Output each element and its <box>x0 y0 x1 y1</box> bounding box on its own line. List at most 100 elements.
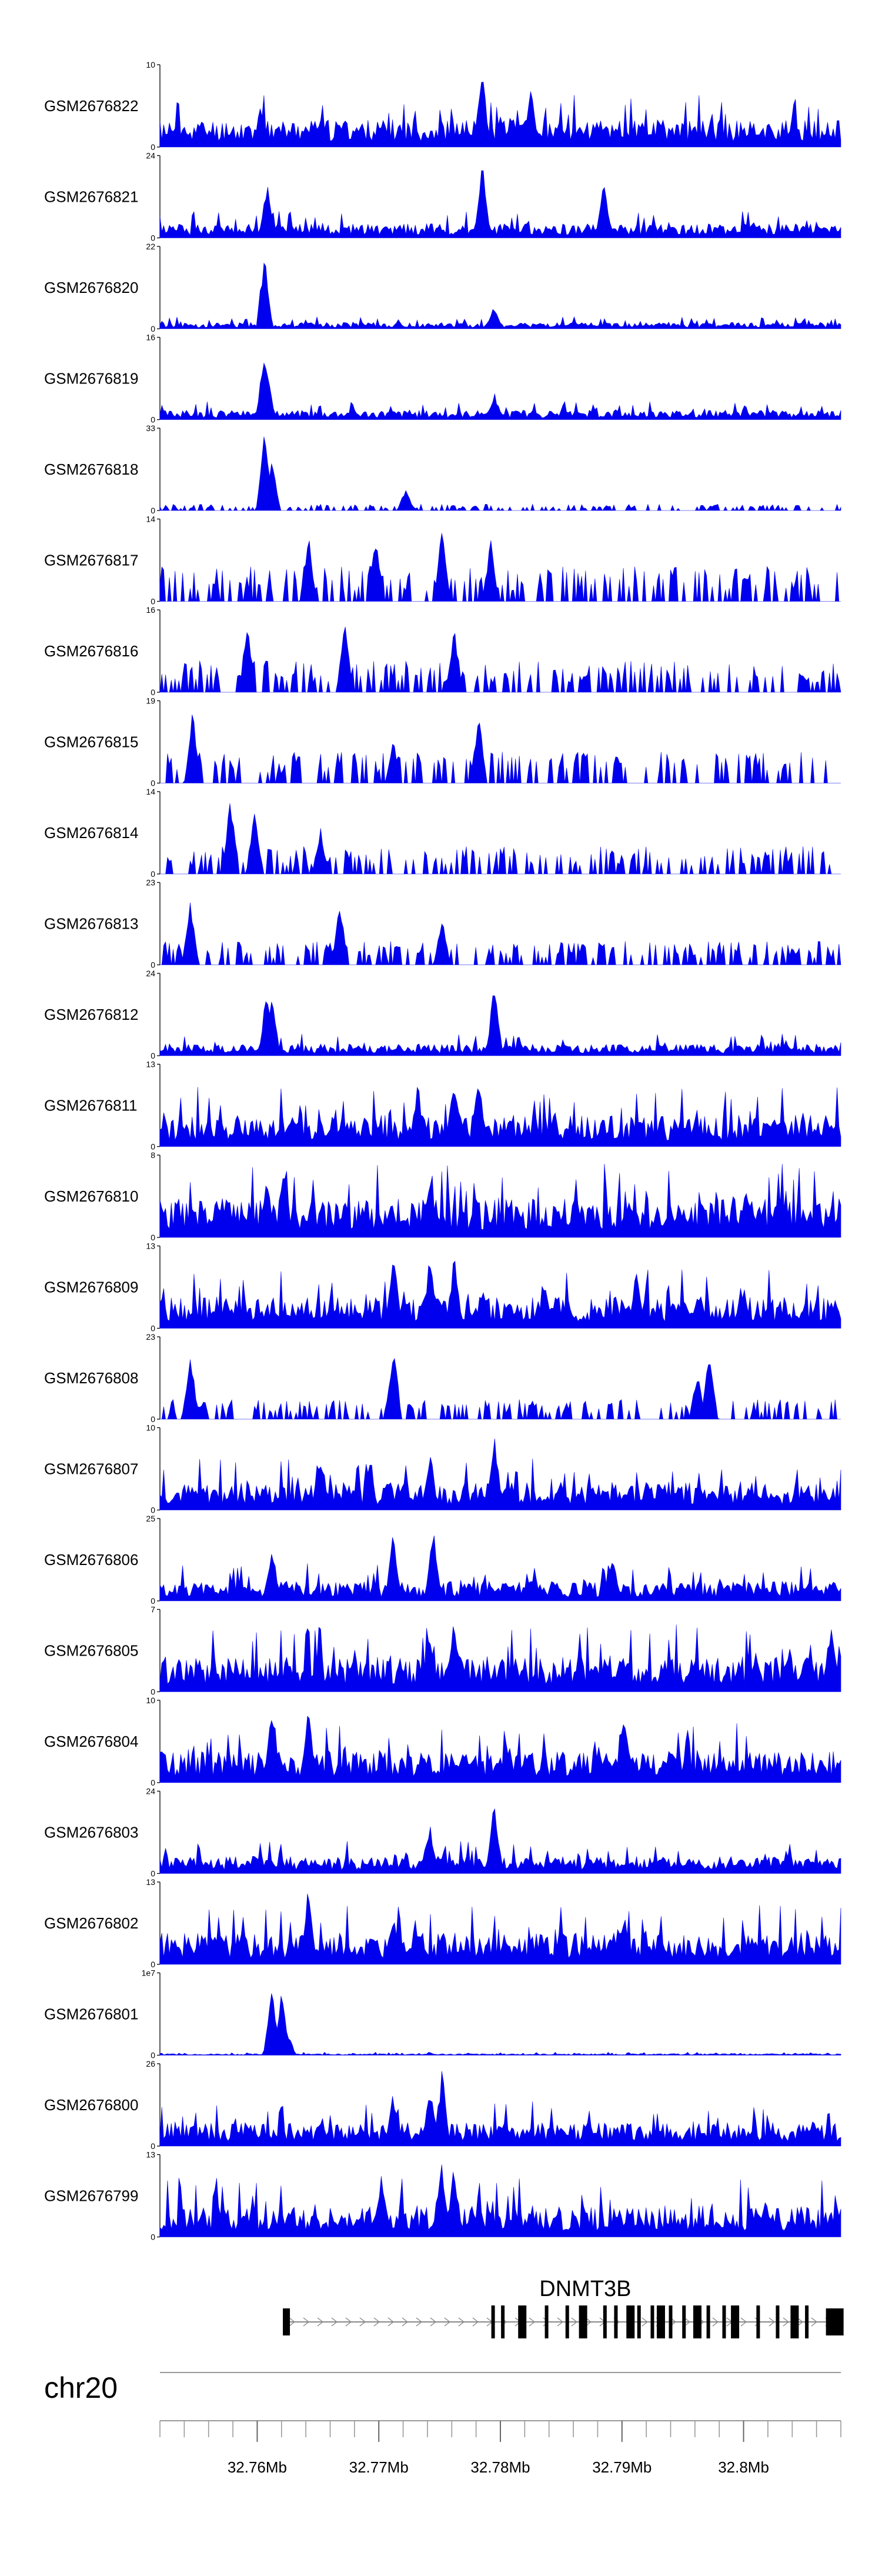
exon <box>283 2308 290 2335</box>
exon <box>826 2308 844 2335</box>
exon <box>756 2305 760 2338</box>
coverage-area <box>159 1439 841 1510</box>
track-label: GSM2676809 <box>44 1279 138 1296</box>
y-min-label: 0 <box>151 1687 155 1697</box>
exon <box>650 2305 654 2338</box>
y-min-label: 0 <box>151 233 155 243</box>
track-label: GSM2676799 <box>44 2187 138 2205</box>
y-min-label: 0 <box>151 1142 155 1152</box>
track-label: GSM2676818 <box>44 461 138 478</box>
y-max-label: 25 <box>146 1514 155 1523</box>
strand-arrow <box>416 2317 423 2327</box>
strand-arrow <box>740 2317 747 2327</box>
track-GSM2676818: GSM2676818 33 0 <box>44 423 841 515</box>
exon <box>722 2305 726 2338</box>
coverage-area <box>159 995 841 1056</box>
y-max-label: 33 <box>146 423 155 433</box>
track-label: GSM2676802 <box>44 1914 138 1932</box>
coverage-area <box>159 262 841 329</box>
strand-arrow <box>458 2317 465 2327</box>
y-min-label: 0 <box>151 869 155 879</box>
track-label: GSM2676822 <box>44 97 138 115</box>
coverage-area <box>160 902 841 966</box>
y-min-label: 0 <box>151 597 155 606</box>
exon <box>790 2305 799 2338</box>
coverage-area <box>159 533 841 602</box>
track-GSM2676808: GSM2676808 23 0 <box>44 1332 841 1424</box>
y-max-label: 22 <box>146 242 155 251</box>
track-GSM2676820: GSM2676820 22 0 <box>44 242 841 333</box>
coverage-area <box>159 436 841 511</box>
strand-arrow <box>345 2317 352 2327</box>
strand-arrow <box>642 2317 649 2327</box>
track-GSM2676819: GSM2676819 16 0 <box>44 333 841 425</box>
track-label: GSM2676819 <box>44 370 138 388</box>
strand-arrow <box>472 2317 479 2327</box>
strand-arrow <box>430 2317 437 2327</box>
y-max-label: 10 <box>146 1696 155 1705</box>
coverage-area <box>159 1086 841 1147</box>
coverage-area <box>160 715 841 783</box>
y-min-label: 0 <box>151 415 155 425</box>
strand-arrow <box>769 2317 776 2327</box>
coverage-tracks: GSM2676822100GSM2676821240GSM2676820220G… <box>44 60 841 2242</box>
exon <box>682 2305 686 2338</box>
track-label: GSM2676806 <box>44 1551 138 1569</box>
coverage-area <box>159 1716 841 1783</box>
y-min-label: 0 <box>151 1960 155 1969</box>
track-GSM2676803: GSM2676803 24 0 <box>44 1787 841 1878</box>
track-label: GSM2676807 <box>44 1460 138 1478</box>
axis-tick-label: 32.77Mb <box>349 2458 409 2476</box>
coverage-area <box>159 2164 841 2237</box>
exon <box>603 2305 607 2338</box>
y-max-label: 10 <box>146 60 155 69</box>
track-GSM2676806: GSM2676806 25 0 <box>44 1514 841 1606</box>
axis-tick-label: 32.76Mb <box>228 2458 287 2476</box>
exon <box>491 2305 495 2338</box>
y-max-label: 23 <box>146 878 155 887</box>
y-min-label: 0 <box>151 2051 155 2060</box>
track-label: GSM2676811 <box>44 1097 138 1115</box>
gene-name: DNMT3B <box>539 2277 631 2301</box>
strand-arrow <box>359 2317 366 2327</box>
exon <box>579 2305 587 2338</box>
y-min-label: 0 <box>151 1596 155 1606</box>
strand-arrow <box>797 2317 804 2327</box>
coverage-area <box>159 2071 841 2147</box>
exon <box>544 2305 549 2338</box>
track-label: GSM2676801 <box>44 2006 138 2023</box>
strand-arrow <box>402 2317 409 2327</box>
track-label: GSM2676812 <box>44 1006 138 1023</box>
y-min-label: 0 <box>151 688 155 697</box>
gene-track: DNMT3B <box>283 2277 844 2338</box>
coverage-area <box>160 1357 841 1420</box>
exon <box>693 2305 701 2338</box>
exon <box>656 2305 665 2338</box>
exon <box>518 2305 527 2338</box>
strand-arrow <box>331 2317 338 2327</box>
track-GSM2676804: GSM2676804 10 0 <box>44 1696 841 1787</box>
coverage-area <box>159 170 841 238</box>
track-GSM2676812: GSM2676812 24 0 <box>44 969 841 1060</box>
strand-arrow <box>373 2317 380 2327</box>
track-label: GSM2676821 <box>44 188 138 206</box>
y-min-label: 0 <box>151 2141 155 2151</box>
y-min-label: 0 <box>151 1506 155 1515</box>
genome-axis: chr20 32.76Mb 32.77Mb 32.78Mb 32.79Mb 32.8Mb <box>44 2371 841 2476</box>
axis-tick-label: 32.79Mb <box>592 2458 652 2476</box>
coverage-area <box>159 626 841 693</box>
track-label: GSM2676813 <box>44 915 138 933</box>
y-max-label: 13 <box>146 1242 155 1251</box>
track-GSM2676814: GSM2676814 14 0 <box>44 787 841 879</box>
track-label: GSM2676815 <box>44 733 138 751</box>
y-max-label: 19 <box>146 696 155 706</box>
track-label: GSM2676803 <box>44 1824 138 1841</box>
y-max-label: 26 <box>146 2059 155 2068</box>
y-min-label: 0 <box>151 142 155 152</box>
y-max-label: 13 <box>146 1877 155 1887</box>
coverage-area <box>159 1260 841 1329</box>
exon <box>706 2305 710 2338</box>
track-GSM2676817: GSM2676817 14 0 <box>44 515 841 606</box>
coverage-area <box>159 1893 841 1965</box>
y-min-label: 0 <box>151 324 155 333</box>
